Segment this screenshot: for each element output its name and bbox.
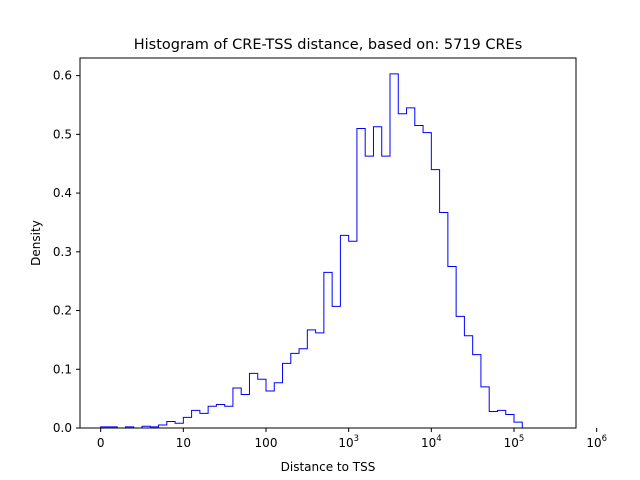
plot-frame: [79, 57, 577, 429]
plot-area: [100, 73, 531, 429]
y-tick-label: 0.5: [53, 127, 72, 141]
x-tick-label: 105: [504, 434, 525, 450]
histogram-series-line: [100, 73, 531, 429]
x-tick-label: 103: [338, 434, 359, 450]
x-axis: 0 10 100 103 104 105 106: [97, 428, 607, 450]
y-tick-label: 0.4: [53, 186, 72, 200]
x-tick-label: 100: [255, 436, 278, 450]
y-tick-label: 0.6: [53, 69, 72, 83]
x-tick-label: 0: [97, 436, 105, 450]
x-axis-label: Distance to TSS: [281, 460, 376, 474]
y-tick-label: 0.3: [53, 245, 72, 259]
y-axis: 0.0 0.1 0.2 0.3 0.4 0.5 0.6: [53, 69, 80, 435]
x-tick-label: 10: [176, 436, 191, 450]
y-axis-label: Density: [29, 220, 43, 266]
x-tick-label: 106: [586, 434, 607, 450]
chart-title: Histogram of CRE-TSS distance, based on:…: [134, 37, 523, 53]
y-tick-label: 0.0: [53, 421, 72, 435]
y-tick-label: 0.1: [53, 362, 72, 376]
x-tick-label: 104: [421, 434, 442, 450]
y-tick-label: 0.2: [53, 304, 72, 318]
